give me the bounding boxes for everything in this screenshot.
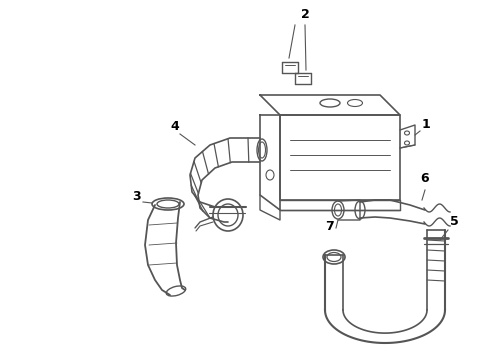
Text: 6: 6 bbox=[420, 172, 429, 185]
Text: 7: 7 bbox=[325, 220, 334, 233]
Text: 3: 3 bbox=[132, 190, 141, 203]
Text: 1: 1 bbox=[422, 118, 431, 131]
Text: 5: 5 bbox=[450, 215, 459, 228]
Text: 2: 2 bbox=[301, 8, 309, 21]
Text: 4: 4 bbox=[170, 120, 179, 133]
